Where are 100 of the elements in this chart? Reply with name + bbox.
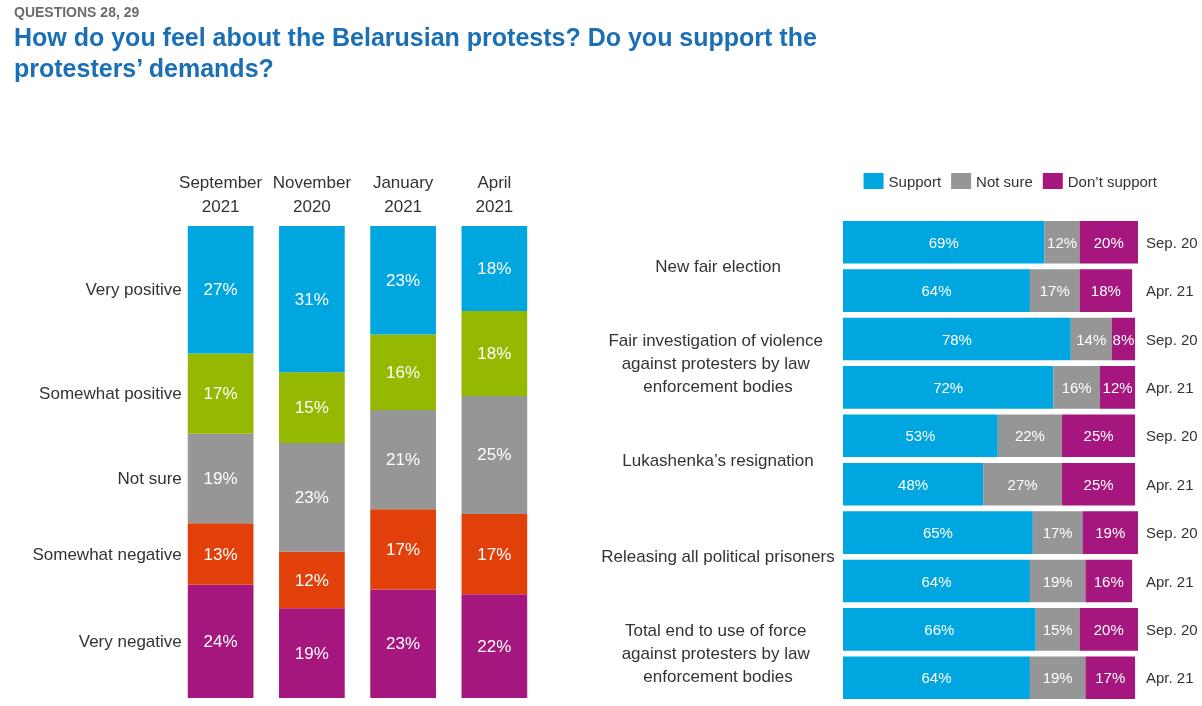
bar xyxy=(843,608,1036,651)
data-label: 13% xyxy=(203,544,238,564)
y-tick-label: Apr. 21 xyxy=(1146,669,1194,687)
data-label: 19% xyxy=(203,469,238,489)
bar xyxy=(1029,269,1080,312)
bar xyxy=(461,594,528,698)
data-label: 22% xyxy=(1014,427,1045,445)
data-label: 27% xyxy=(203,280,238,300)
bar xyxy=(279,372,345,444)
bar xyxy=(1029,559,1086,603)
data-label: 16% xyxy=(386,362,421,382)
data-label: 27% xyxy=(1007,475,1038,493)
x-tick-label: April 2021 xyxy=(475,172,514,216)
data-label: 19% xyxy=(1042,669,1073,687)
data-label: 17% xyxy=(1095,669,1126,687)
x-tick-label: September 2021 xyxy=(179,172,263,216)
legend-label: Support xyxy=(888,172,942,190)
bar xyxy=(1085,559,1133,603)
data-label: 18% xyxy=(477,258,512,278)
data-label: 65% xyxy=(922,524,953,542)
y-tick-label: Apr. 21 xyxy=(1146,282,1194,300)
bar xyxy=(279,226,345,373)
bar xyxy=(1035,608,1080,651)
data-label: 20% xyxy=(1093,620,1124,638)
y-tick-label: Apr. 21 xyxy=(1146,572,1194,590)
chart-title: How do you feel about the Belarusian protests? Do you support the protesters’ demands? xyxy=(14,22,818,84)
y-tick-label: Apr. 21 xyxy=(1146,378,1194,396)
bar xyxy=(1062,414,1136,458)
y-tick-label: Apr. 21 xyxy=(1146,475,1194,493)
data-label: 64% xyxy=(921,572,952,590)
data-label: 15% xyxy=(294,398,329,418)
text: Total end to use of force against protesters by law enforcement bodies xyxy=(621,621,815,687)
data-label: 16% xyxy=(1093,572,1124,590)
bar xyxy=(1082,511,1138,554)
series-label: Somewhat negative xyxy=(32,544,182,564)
bar xyxy=(1070,317,1112,361)
text: Lukashenka’s resignation xyxy=(622,450,814,470)
bar xyxy=(1079,269,1133,312)
text: New fair election xyxy=(655,256,781,276)
data-label: 69% xyxy=(928,233,959,251)
data-label: 17% xyxy=(477,544,512,564)
bar xyxy=(1053,366,1101,409)
bar xyxy=(461,310,528,396)
bar xyxy=(279,551,345,609)
data-label: 23% xyxy=(294,487,329,507)
data-label: 48% xyxy=(898,475,929,493)
data-label: 16% xyxy=(1061,378,1092,396)
bar xyxy=(1079,608,1138,651)
data-label: 12% xyxy=(1047,233,1078,251)
data-label: 31% xyxy=(294,289,329,309)
bar xyxy=(461,513,528,595)
bar xyxy=(983,462,1063,506)
legend-label: Not sure xyxy=(976,172,1033,190)
series-label: Not sure xyxy=(117,469,182,489)
chart-subtitle: QUESTIONS 28, 29 xyxy=(14,4,141,20)
bar xyxy=(370,509,436,590)
bar xyxy=(187,226,254,354)
bar xyxy=(461,226,528,311)
bar xyxy=(370,589,436,698)
data-label: 15% xyxy=(1042,620,1073,638)
data-label: 8% xyxy=(1112,330,1135,348)
bar xyxy=(370,334,436,411)
data-label: 17% xyxy=(386,539,421,559)
y-tick-label: Sep. 20 xyxy=(1146,233,1198,251)
data-label: 23% xyxy=(386,270,421,290)
data-label: 64% xyxy=(921,669,952,687)
data-label: 17% xyxy=(1039,282,1070,300)
bar xyxy=(843,462,984,506)
series-label: Very negative xyxy=(78,631,182,651)
text: Fair investigation of violence against protesters by law enforcement bodies xyxy=(608,330,828,396)
data-label: 21% xyxy=(386,450,421,470)
data-label: 12% xyxy=(294,570,329,590)
data-label: 19% xyxy=(1095,524,1126,542)
series-label: Somewhat positive xyxy=(39,384,182,404)
data-label: 18% xyxy=(1090,282,1121,300)
y-tick-label: Sep. 20 xyxy=(1146,427,1198,445)
bar xyxy=(1062,462,1136,506)
legend-label: Don’t support xyxy=(1067,172,1158,190)
bar xyxy=(1079,220,1138,264)
data-label: 17% xyxy=(1042,524,1073,542)
data-label: 18% xyxy=(477,343,512,363)
data-label: 17% xyxy=(203,384,238,404)
data-label: 24% xyxy=(203,631,238,651)
data-label: 12% xyxy=(1102,378,1133,396)
data-label: 20% xyxy=(1093,233,1124,251)
y-tick-label: Sep. 20 xyxy=(1146,524,1198,542)
y-tick-label: Sep. 20 xyxy=(1146,620,1198,638)
data-label: 78% xyxy=(941,330,972,348)
bar xyxy=(187,433,254,524)
data-label: 72% xyxy=(933,378,964,396)
text: Releasing all political prisoners xyxy=(601,547,835,567)
bar xyxy=(370,410,436,510)
bar xyxy=(279,443,345,552)
data-label: 19% xyxy=(294,643,329,663)
x-tick-label: January 2021 xyxy=(372,172,434,216)
bar xyxy=(843,414,998,458)
bar xyxy=(997,414,1063,458)
bar xyxy=(461,395,528,514)
x-tick-label: November 2020 xyxy=(272,172,352,216)
bar xyxy=(370,226,436,335)
